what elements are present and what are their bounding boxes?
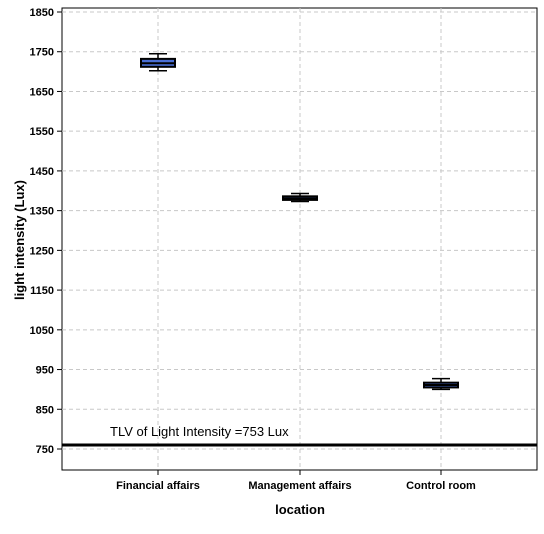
box-financial-affairs <box>140 52 176 72</box>
y-tick-label: 850 <box>36 404 54 416</box>
x-tick-label: Financial affairs <box>116 480 200 492</box>
y-tick-label: 1650 <box>30 86 54 98</box>
y-tick-label: 1150 <box>30 285 54 297</box>
y-tick-label: 750 <box>36 444 54 456</box>
y-tick-label: 1550 <box>30 126 54 138</box>
gridlines <box>62 8 537 470</box>
tlv-annotation: TLV of Light Intensity =753 Lux <box>110 424 289 439</box>
box-control-room <box>423 377 459 391</box>
y-axis-ticks: 750 850 950 1050 1150 1250 1350 1450 1550 1650 175… <box>30 7 62 456</box>
box-series <box>140 52 459 391</box>
y-tick-label: 1450 <box>30 166 54 178</box>
y-tick-label: 950 <box>36 365 54 377</box>
x-axis-title: location <box>275 502 325 517</box>
y-tick-label: 1050 <box>30 325 54 337</box>
x-tick-label: Management affairs <box>248 480 351 492</box>
box-management-affairs <box>282 192 318 203</box>
y-tick-label: 1350 <box>30 206 54 218</box>
y-tick-label: 1250 <box>30 245 54 257</box>
x-axis-ticks: Financial affairs Management affairs Contr… <box>116 470 476 492</box>
y-tick-label: 1750 <box>30 47 54 59</box>
y-axis-title: light intensity (Lux) <box>12 180 27 300</box>
y-tick-label: 1850 <box>30 7 54 19</box>
x-tick-label: Control room <box>406 480 476 492</box>
